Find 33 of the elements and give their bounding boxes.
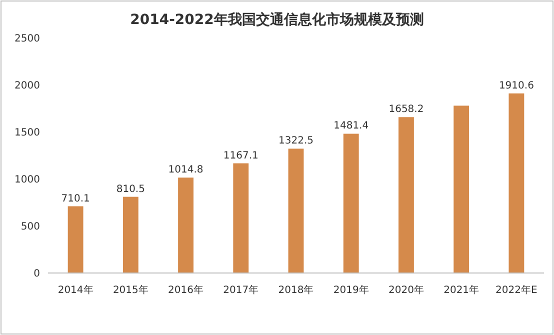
y-tick-label: 2000 <box>14 80 40 92</box>
bar <box>68 206 84 273</box>
data-label: 1481.4 <box>334 120 369 132</box>
bar <box>122 196 138 273</box>
x-tick-label: 2017年 <box>223 284 259 296</box>
bar <box>508 93 524 273</box>
data-label: 1910.6 <box>498 80 534 92</box>
y-tick-label: 0 <box>34 268 40 280</box>
y-tick-label: 1000 <box>14 174 40 186</box>
bar <box>178 178 194 273</box>
y-tick-label: 2500 <box>14 34 40 44</box>
data-label: 1014.8 <box>168 164 204 176</box>
bar <box>454 106 470 273</box>
y-tick-label: 1500 <box>14 128 40 138</box>
x-tick-label: 2022年E <box>496 284 538 296</box>
data-label: 710.1 <box>61 193 90 204</box>
x-tick-label: 2016年 <box>168 284 204 296</box>
data-label: 1322.5 <box>278 136 314 147</box>
bar <box>233 163 249 273</box>
x-tick-label: 2014年 <box>58 284 94 296</box>
data-label: 1167.1 <box>223 150 258 162</box>
data-label: 1658.2 <box>388 104 424 116</box>
x-tick-label: 2021年 <box>444 284 480 296</box>
bar <box>398 117 414 273</box>
y-tick-label: 500 <box>20 222 40 232</box>
bar <box>288 148 304 273</box>
x-tick-label: 2020年 <box>388 284 424 296</box>
data-label: 810.5 <box>116 184 145 195</box>
chart-title: 2014-2022年我国交通信息化市场规模及预测 <box>130 11 424 28</box>
x-tick-label: 2018年 <box>278 284 314 296</box>
x-tick-label: 2019年 <box>333 284 369 296</box>
bar <box>343 134 359 273</box>
x-tick-label: 2015年 <box>112 284 148 296</box>
